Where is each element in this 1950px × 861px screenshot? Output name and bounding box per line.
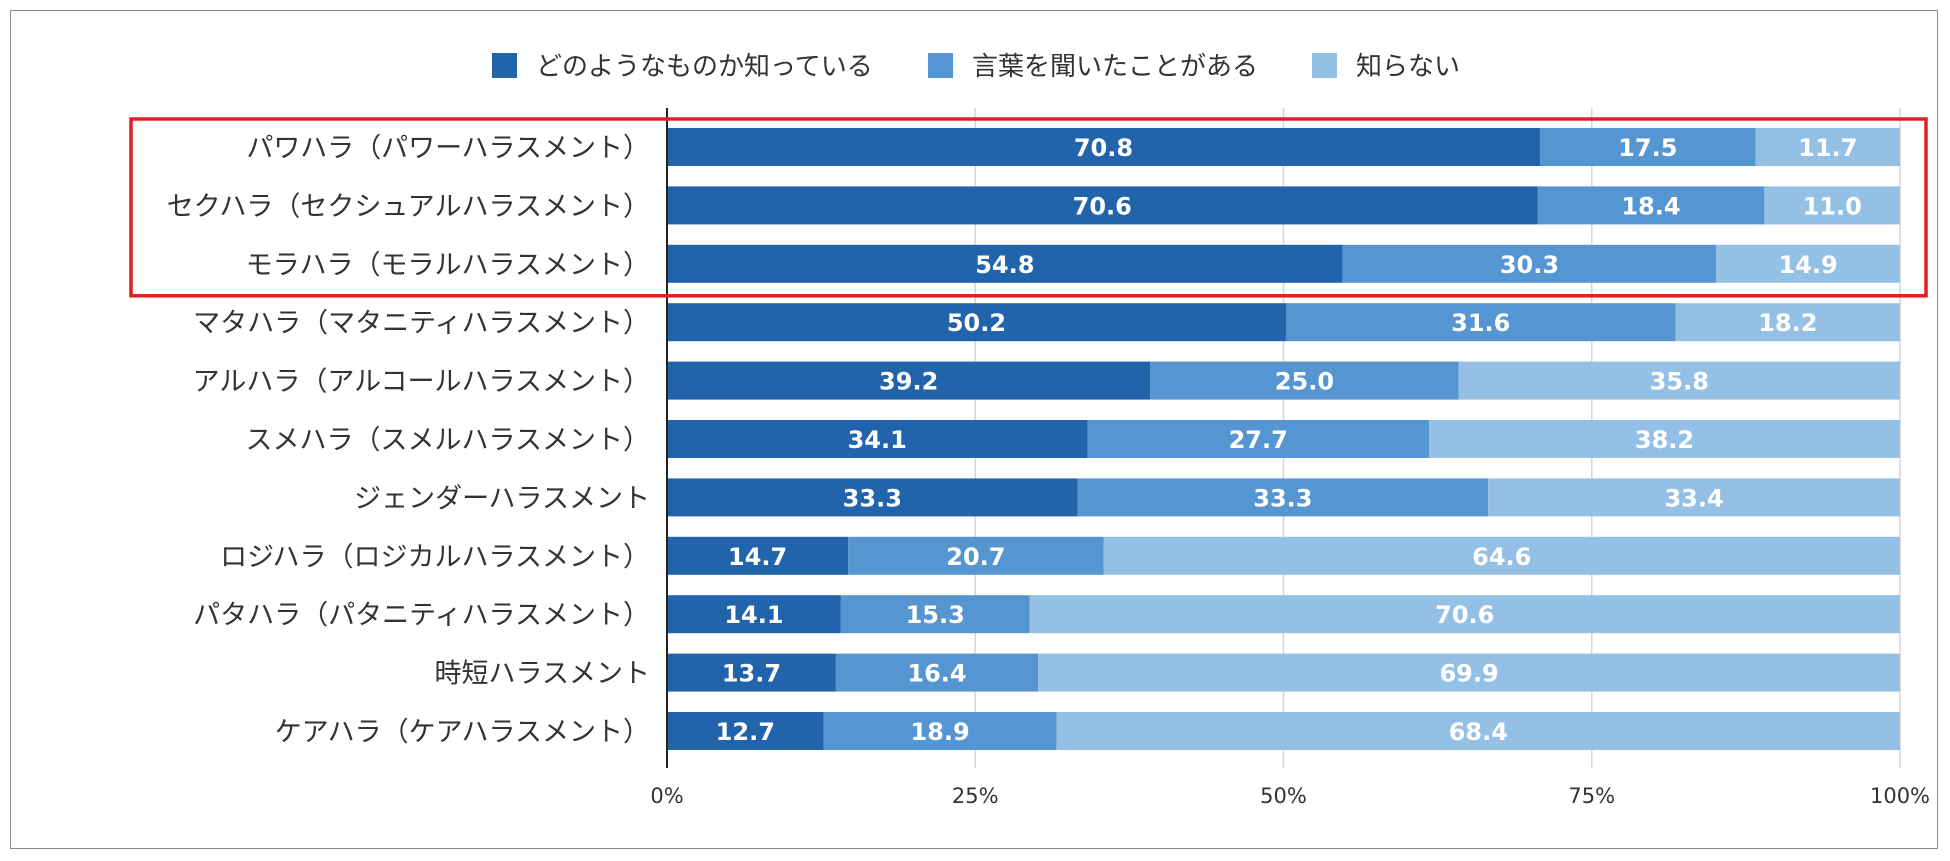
- bar-segment: [1755, 128, 1900, 166]
- bar-segment: [848, 536, 1104, 575]
- bar-segment: [1458, 361, 1900, 400]
- bar-segment: [1056, 712, 1900, 750]
- bar-value-label: 14.1: [724, 601, 783, 629]
- bar-value-label: 38.2: [1635, 426, 1694, 454]
- x-tick-label: 0%: [650, 784, 683, 808]
- highlight-box: [129, 117, 1928, 298]
- chart-frame: [10, 10, 1938, 849]
- bar-segment: [1716, 244, 1900, 283]
- category-label: スメハラ（スメルハラスメント）: [246, 425, 650, 456]
- bar-segment: [835, 653, 1039, 692]
- bar-segment: [667, 303, 1286, 342]
- bar-value-label: 50.2: [947, 309, 1006, 337]
- bar-value-label: 39.2: [879, 368, 938, 396]
- category-label: アルハラ（アルコールハラスメント）: [193, 367, 650, 398]
- bar-value-label: 16.4: [907, 660, 966, 688]
- bar-segment: [667, 186, 1538, 225]
- bar-value-label: 11.0: [1803, 192, 1862, 220]
- bar-segment: [1285, 303, 1676, 342]
- bar-value-label: 27.7: [1229, 426, 1288, 454]
- bar-segment: [1103, 536, 1900, 575]
- bar-value-label: 18.9: [911, 718, 970, 746]
- bar-segment: [1428, 420, 1900, 458]
- bar-segment: [1029, 595, 1900, 634]
- bar-value-label: 34.1: [848, 426, 907, 454]
- category-label: パタハラ（パタニティハラスメント）: [193, 600, 650, 631]
- bar-segment: [667, 595, 841, 634]
- bar-segment: [667, 128, 1540, 166]
- legend-label: 言葉を聞いたことがある: [972, 52, 1258, 82]
- legend-swatch: [1312, 53, 1337, 78]
- bar-value-label: 18.4: [1621, 192, 1680, 220]
- bar-segment: [1488, 478, 1900, 517]
- x-tick-label: 50%: [1260, 784, 1307, 808]
- bar-value-label: 33.4: [1664, 484, 1723, 512]
- category-label: 時短ハラスメント: [435, 659, 650, 690]
- x-tick-label: 75%: [1568, 784, 1615, 808]
- legend-label: 知らない: [1356, 52, 1460, 82]
- bar-segment: [667, 244, 1343, 283]
- x-tick-label: 100%: [1870, 784, 1930, 808]
- bar-value-label: 25.0: [1275, 368, 1334, 396]
- category-label: パワハラ（パワーハラスメント）: [246, 133, 650, 164]
- bar-segment: [1150, 361, 1459, 400]
- bar-value-label: 31.6: [1451, 309, 1510, 337]
- bar-segment: [1087, 420, 1429, 458]
- bar-value-label: 13.7: [722, 660, 781, 688]
- bar-value-label: 70.6: [1073, 192, 1132, 220]
- x-tick-label: 25%: [952, 784, 999, 808]
- category-label: ロジハラ（ロジカルハラスメント）: [220, 542, 650, 573]
- legend-label: どのようなものか知っている: [536, 52, 873, 82]
- bar-value-label: 68.4: [1449, 718, 1508, 746]
- bar-segment: [1675, 303, 1900, 342]
- bar-value-label: 20.7: [946, 543, 1005, 571]
- bar-segment: [667, 361, 1151, 400]
- bar-segment: [1539, 128, 1756, 166]
- bar-segment: [1342, 244, 1717, 283]
- bar-value-label: 33.3: [843, 484, 902, 512]
- bar-value-label: 17.5: [1618, 134, 1677, 162]
- category-label: モラハラ（モラルハラスメント）: [246, 250, 650, 281]
- bar-value-label: 11.7: [1798, 134, 1857, 162]
- bar-value-label: 70.6: [1435, 601, 1494, 629]
- bar-segment: [667, 478, 1078, 517]
- bar-value-label: 14.9: [1779, 251, 1838, 279]
- bar-segment: [667, 420, 1088, 458]
- legend-swatch: [928, 53, 953, 78]
- bar-value-label: 70.8: [1074, 134, 1133, 162]
- bar-segment: [1077, 478, 1489, 517]
- bar-segment: [1537, 186, 1765, 225]
- category-label: マタハラ（マタニティハラスメント）: [193, 308, 650, 339]
- bar-segment: [1764, 186, 1900, 225]
- bar-segment: [667, 536, 849, 575]
- bar-value-label: 30.3: [1500, 251, 1559, 279]
- bar-segment: [667, 653, 836, 692]
- legend-swatch: [492, 53, 517, 78]
- bar-segment: [840, 595, 1030, 634]
- category-label: セクハラ（セクシュアルハラスメント）: [167, 191, 650, 222]
- bar-segment: [1038, 653, 1900, 692]
- bar-value-label: 35.8: [1650, 368, 1709, 396]
- bar-value-label: 12.7: [716, 718, 775, 746]
- category-label: ケアハラ（ケアハラスメント）: [275, 717, 650, 748]
- bar-segment: [667, 712, 824, 750]
- bar-segment: [823, 712, 1057, 750]
- category-label: ジェンダーハラスメント: [354, 483, 650, 514]
- bar-value-label: 69.9: [1439, 660, 1498, 688]
- bar-value-label: 14.7: [728, 543, 787, 571]
- bar-value-label: 64.6: [1472, 543, 1531, 571]
- bar-value-label: 33.3: [1253, 484, 1312, 512]
- bar-value-label: 18.2: [1758, 309, 1817, 337]
- bar-value-label: 54.8: [975, 251, 1034, 279]
- bar-value-label: 15.3: [906, 601, 965, 629]
